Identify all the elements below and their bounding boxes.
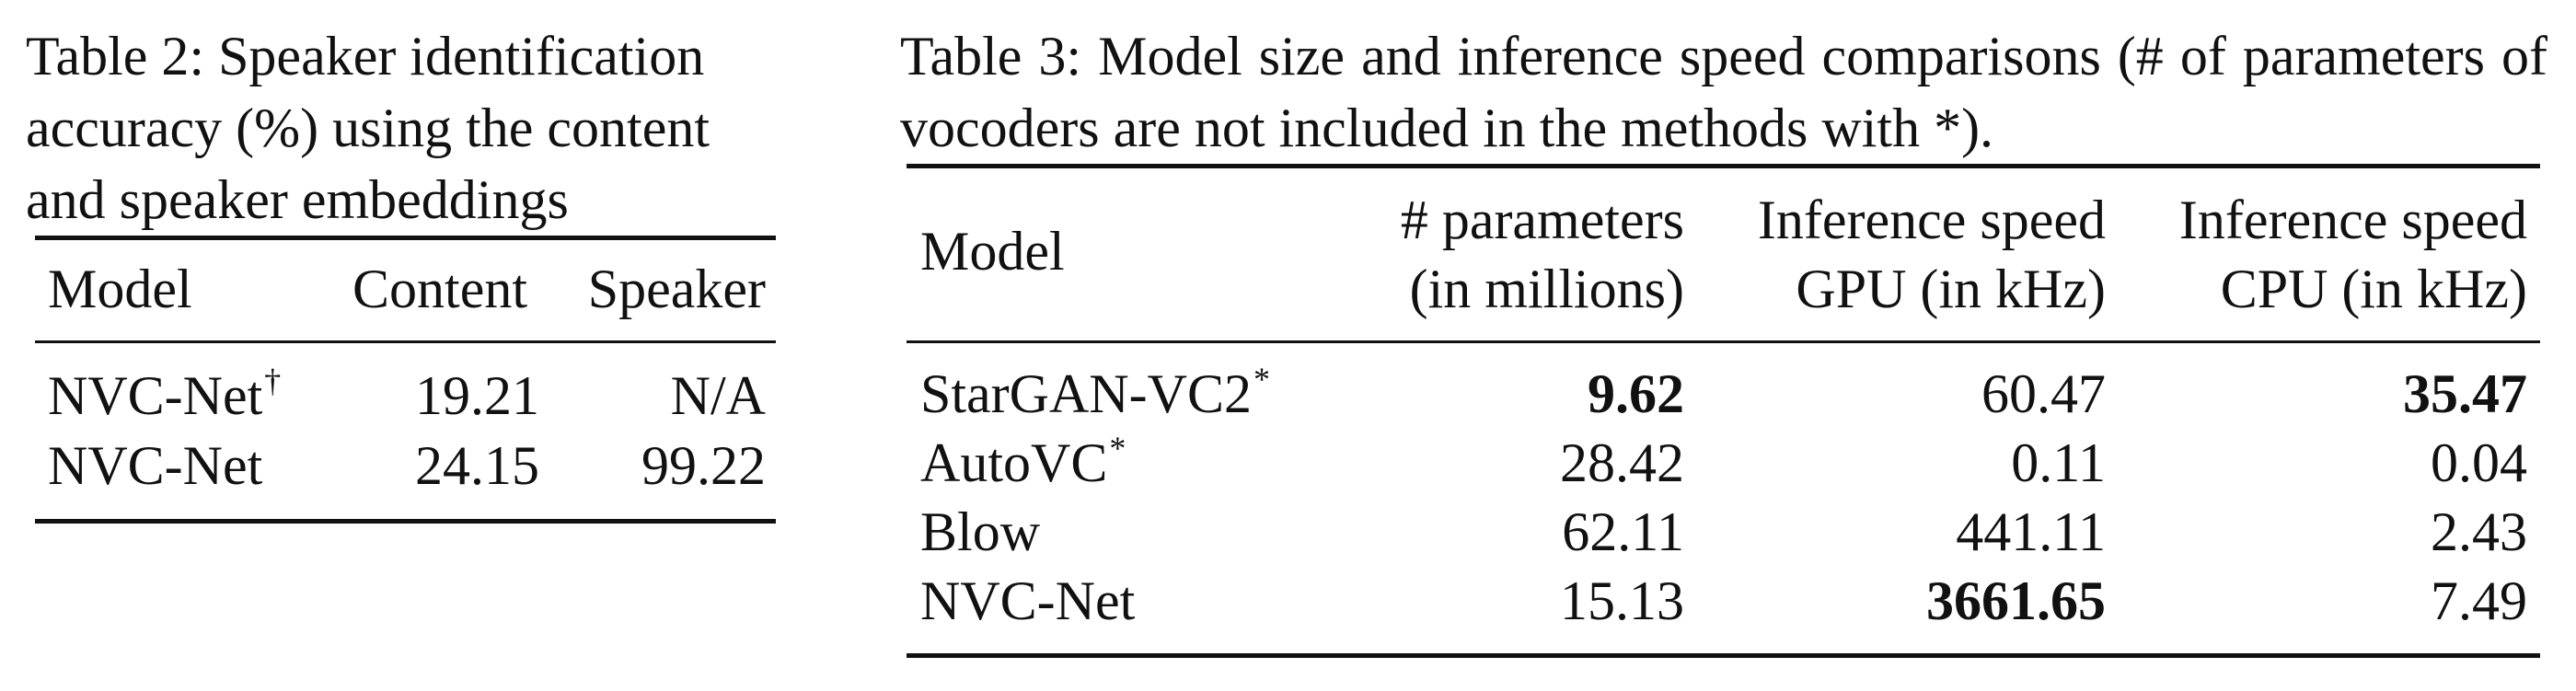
table3-row-cpu: 35.47 <box>2403 363 2527 424</box>
table3-header-gpu-line2: GPU (in kHz) <box>1796 259 2106 319</box>
model-name: Blow <box>920 501 1041 562</box>
table2-mid-rule <box>35 340 776 343</box>
model-name: StarGAN-VC2 <box>920 363 1252 424</box>
table3-top-rule <box>907 164 2540 168</box>
table2-row-model: NVC-Net <box>48 433 262 498</box>
table3-row-cpu: 7.49 <box>2431 570 2527 631</box>
table3-row-gpu: 0.11 <box>2011 432 2106 493</box>
table3-row-params: 15.13 <box>1560 570 1684 631</box>
model-name: NVC-Net <box>920 570 1136 631</box>
table3-mid-rule <box>907 340 2540 343</box>
table2-row-speaker: N/A <box>670 365 766 426</box>
dagger-mark: † <box>264 363 282 399</box>
table3-header-params-line1: # parameters <box>1400 190 1684 250</box>
table2-header-content: Content <box>352 259 527 319</box>
table3-caption: Table 3: Model size and inference speed … <box>900 26 2547 158</box>
model-name: NVC-Net <box>48 365 263 426</box>
model-name: AutoVC <box>920 432 1108 493</box>
table2-row-model: NVC-Net† <box>48 363 281 428</box>
table2-top-rule <box>35 236 776 240</box>
table3-row-cpu: 2.43 <box>2431 501 2527 562</box>
asterisk-mark: * <box>1253 361 1270 397</box>
table3-row-params: 28.42 <box>1560 432 1684 493</box>
table3-header-gpu-line1: Inference speed <box>1757 190 2106 250</box>
asterisk-mark: * <box>1109 430 1126 466</box>
table3-row-cpu: 0.04 <box>2431 432 2527 493</box>
table2-row-content: 24.15 <box>415 435 539 496</box>
table2-row-content: 19.21 <box>415 365 539 426</box>
table3-bottom-rule <box>907 653 2540 658</box>
table2-bottom-rule <box>35 519 776 524</box>
table3-row-model: Blow <box>920 500 1040 564</box>
table2-header-speaker: Speaker <box>587 259 766 319</box>
table3-header-cpu-line2: CPU (in kHz) <box>2220 259 2527 319</box>
table3-header-model: Model <box>920 221 1065 282</box>
table3-row-model: NVC-Net <box>920 569 1135 633</box>
table2-header-model: Model <box>48 259 192 319</box>
table3-row-params: 9.62 <box>1588 363 1684 424</box>
table3-row-model: StarGAN-VC2* <box>920 362 1270 426</box>
table3-row-gpu: 3661.65 <box>1926 570 2106 631</box>
table3-row-model: AutoVC* <box>920 431 1126 495</box>
table2-row-speaker: 99.22 <box>641 435 766 496</box>
table3-row-gpu: 441.11 <box>1956 501 2106 562</box>
table3-row-params: 62.11 <box>1562 501 1684 562</box>
table3-header-params-line2: (in millions) <box>1409 259 1684 319</box>
table3-row-gpu: 60.47 <box>1981 363 2106 424</box>
table2-caption: Table 2: Speaker identification accuracy… <box>26 26 710 230</box>
model-name: NVC-Net <box>48 435 263 496</box>
table3-header-cpu-line1: Inference speed <box>2178 190 2527 250</box>
